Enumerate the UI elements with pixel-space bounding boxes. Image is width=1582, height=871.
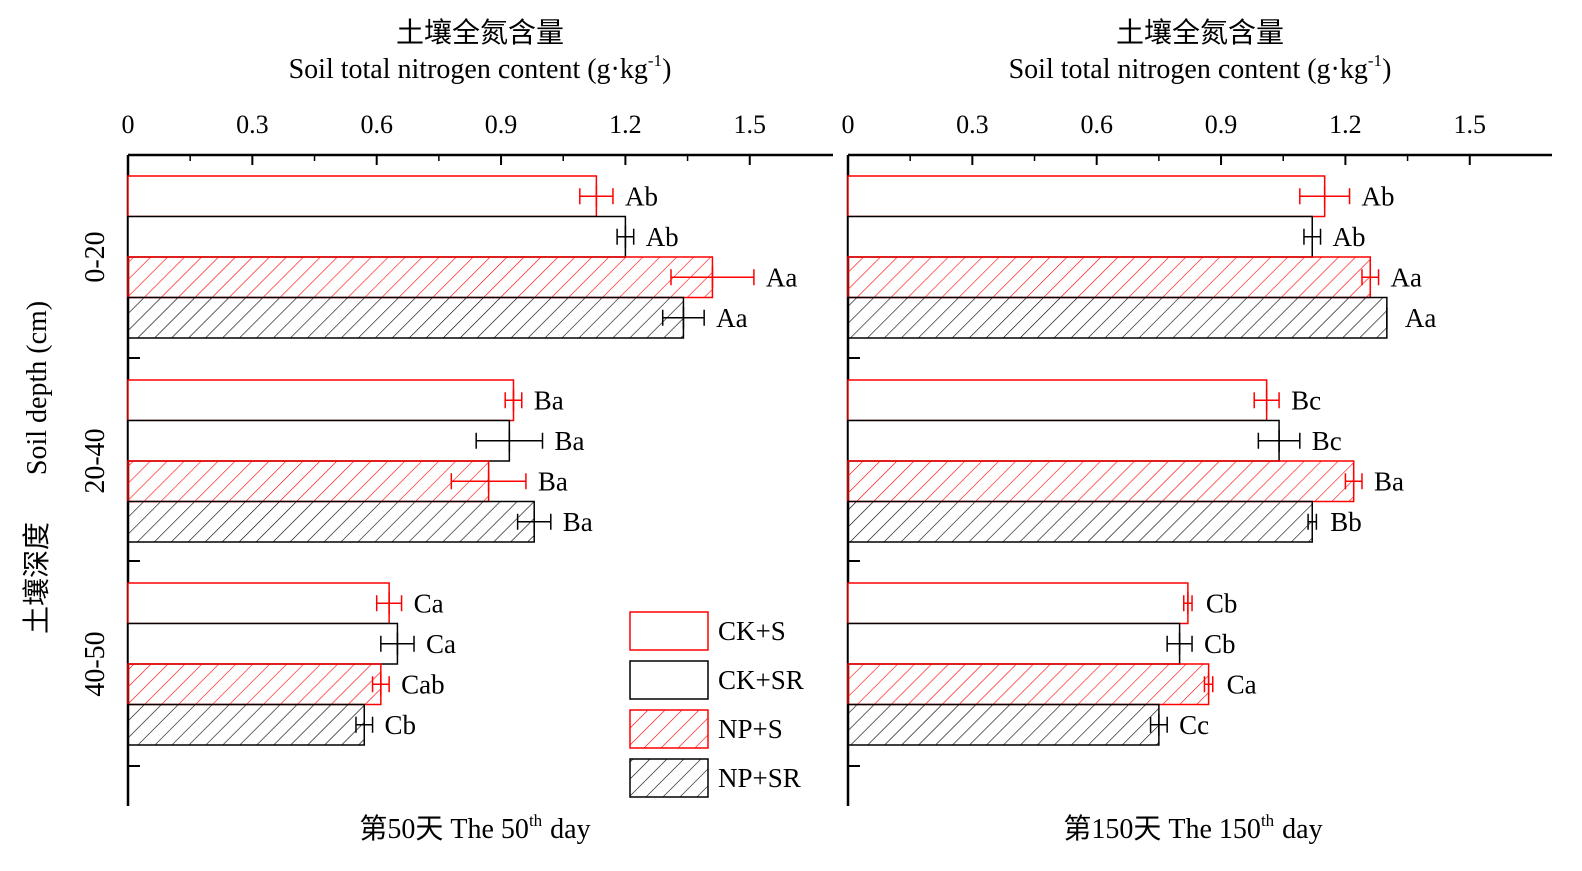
x-tick-label: 0: [122, 110, 135, 139]
bar-label: Bb: [1330, 507, 1362, 537]
bar: [127, 379, 515, 422]
x-tick-label: 0.6: [360, 110, 393, 139]
bar-label: Ba: [538, 466, 568, 496]
panel-day-150: 0 0.3 0.6 0.9 1.2 1.5 Ab Bc Cb Ab Bc Cb Aa Ba Ca Aa Bb Cc: [842, 110, 1552, 806]
bar: [847, 256, 1372, 299]
bar: [847, 215, 1313, 258]
bar: [127, 582, 390, 625]
bar: [847, 175, 1326, 218]
group-label: 40-50: [80, 631, 111, 696]
bar: [127, 703, 366, 746]
bar-label: Cb: [385, 710, 417, 740]
bar-label: Ba: [534, 385, 564, 415]
bar: [847, 663, 1210, 706]
bar: [847, 419, 1280, 462]
bar-label: Ca: [426, 629, 456, 659]
legend-label: CK+SR: [718, 665, 804, 695]
bar: [127, 663, 382, 706]
bar-label: Bc: [1291, 385, 1321, 415]
bar: [847, 296, 1388, 339]
legend-label: NP+S: [718, 714, 783, 744]
legend-swatch: [629, 660, 709, 700]
bar-label: Ba: [563, 507, 593, 537]
bar-label: Ab: [1333, 222, 1366, 252]
bar-label: Cc: [1179, 710, 1209, 740]
bar-label: Ca: [414, 588, 444, 618]
x-tick-label: 0.9: [1205, 110, 1238, 139]
bar-label: Ab: [1362, 181, 1395, 211]
bar-label: Ab: [646, 222, 679, 252]
x-tick-label: 0.3: [956, 110, 989, 139]
panel2-footer: 第150天 The 150th day: [1063, 811, 1322, 845]
bar: [127, 296, 685, 339]
x-tick-label: 0: [842, 110, 855, 139]
bar: [127, 175, 598, 218]
legend-swatch: [629, 709, 709, 749]
bar-label: Bc: [1312, 426, 1342, 456]
panel2-title-en: Soil total nitrogen content (g·kg-1): [1009, 51, 1392, 85]
x-tick-label: 1.5: [1454, 110, 1487, 139]
bar-label: Cab: [401, 669, 445, 699]
bar-label: Ca: [1227, 669, 1257, 699]
bar: [847, 379, 1268, 422]
legend-swatch: [629, 758, 709, 798]
x-tick-label: 1.5: [734, 110, 767, 139]
x-tick-label: 0.3: [236, 110, 269, 139]
bar-label: Aa: [716, 303, 747, 333]
bar: [127, 215, 627, 258]
bar-label: Cb: [1204, 629, 1236, 659]
panel2-title-cn: 土壤全氮含量: [1116, 17, 1284, 49]
x-tick-label: 1.2: [609, 110, 642, 139]
bar-label: Ab: [625, 181, 658, 211]
bar: [847, 460, 1355, 503]
bar-label: Aa: [766, 262, 797, 292]
bar-label: Ba: [1374, 466, 1404, 496]
bar: [847, 500, 1313, 543]
bar-label: Aa: [1391, 262, 1422, 292]
bar-label: Cb: [1206, 588, 1238, 618]
panel-day-50: 0 0.3 0.6 0.9 1.2 1.5 0-20 20-40 40-50 Ab Ba Ca Ab Ba…: [80, 110, 833, 806]
x-tick-label: 0.9: [485, 110, 518, 139]
bar: [127, 622, 399, 665]
bar: [847, 622, 1181, 665]
legend-label: CK+S: [718, 616, 786, 646]
group-label: 20-40: [80, 428, 111, 493]
bar: [127, 419, 511, 462]
bar: [127, 256, 714, 299]
bar-label: Aa: [1405, 303, 1436, 333]
x-tick-label: 1.2: [1329, 110, 1362, 139]
group-label: 0-20: [80, 231, 111, 282]
bar: [847, 582, 1189, 625]
bar: [127, 500, 535, 543]
legend: CK+S CK+SR NP+S NP+SR: [629, 611, 804, 798]
panel1-footer: 第50天 The 50th day: [359, 811, 590, 845]
panel1-title-en: Soil total nitrogen content (g·kg-1): [289, 51, 672, 85]
legend-swatch: [629, 611, 709, 651]
bar: [847, 703, 1160, 746]
y-axis-label-en: Soil depth (cm): [22, 301, 53, 475]
y-axis-label-cn: 土壤深度: [21, 522, 53, 634]
bar: [127, 460, 490, 503]
bar-label: Ba: [555, 426, 585, 456]
legend-label: NP+SR: [718, 763, 801, 793]
panel1-title-cn: 土壤全氮含量: [396, 17, 564, 49]
x-tick-label: 0.6: [1080, 110, 1113, 139]
